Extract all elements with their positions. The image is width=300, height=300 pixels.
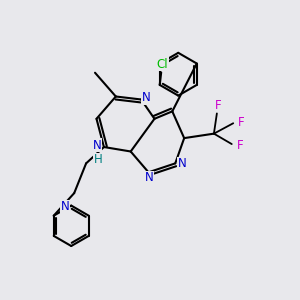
Text: N: N [142, 91, 151, 104]
Text: F: F [215, 99, 222, 112]
Text: N: N [145, 171, 154, 184]
Text: H: H [94, 153, 102, 166]
Text: F: F [237, 139, 243, 152]
Text: N: N [93, 139, 102, 152]
Text: Cl: Cl [157, 58, 169, 70]
Text: F: F [238, 116, 245, 129]
Text: N: N [61, 200, 70, 213]
Text: N: N [178, 158, 187, 170]
